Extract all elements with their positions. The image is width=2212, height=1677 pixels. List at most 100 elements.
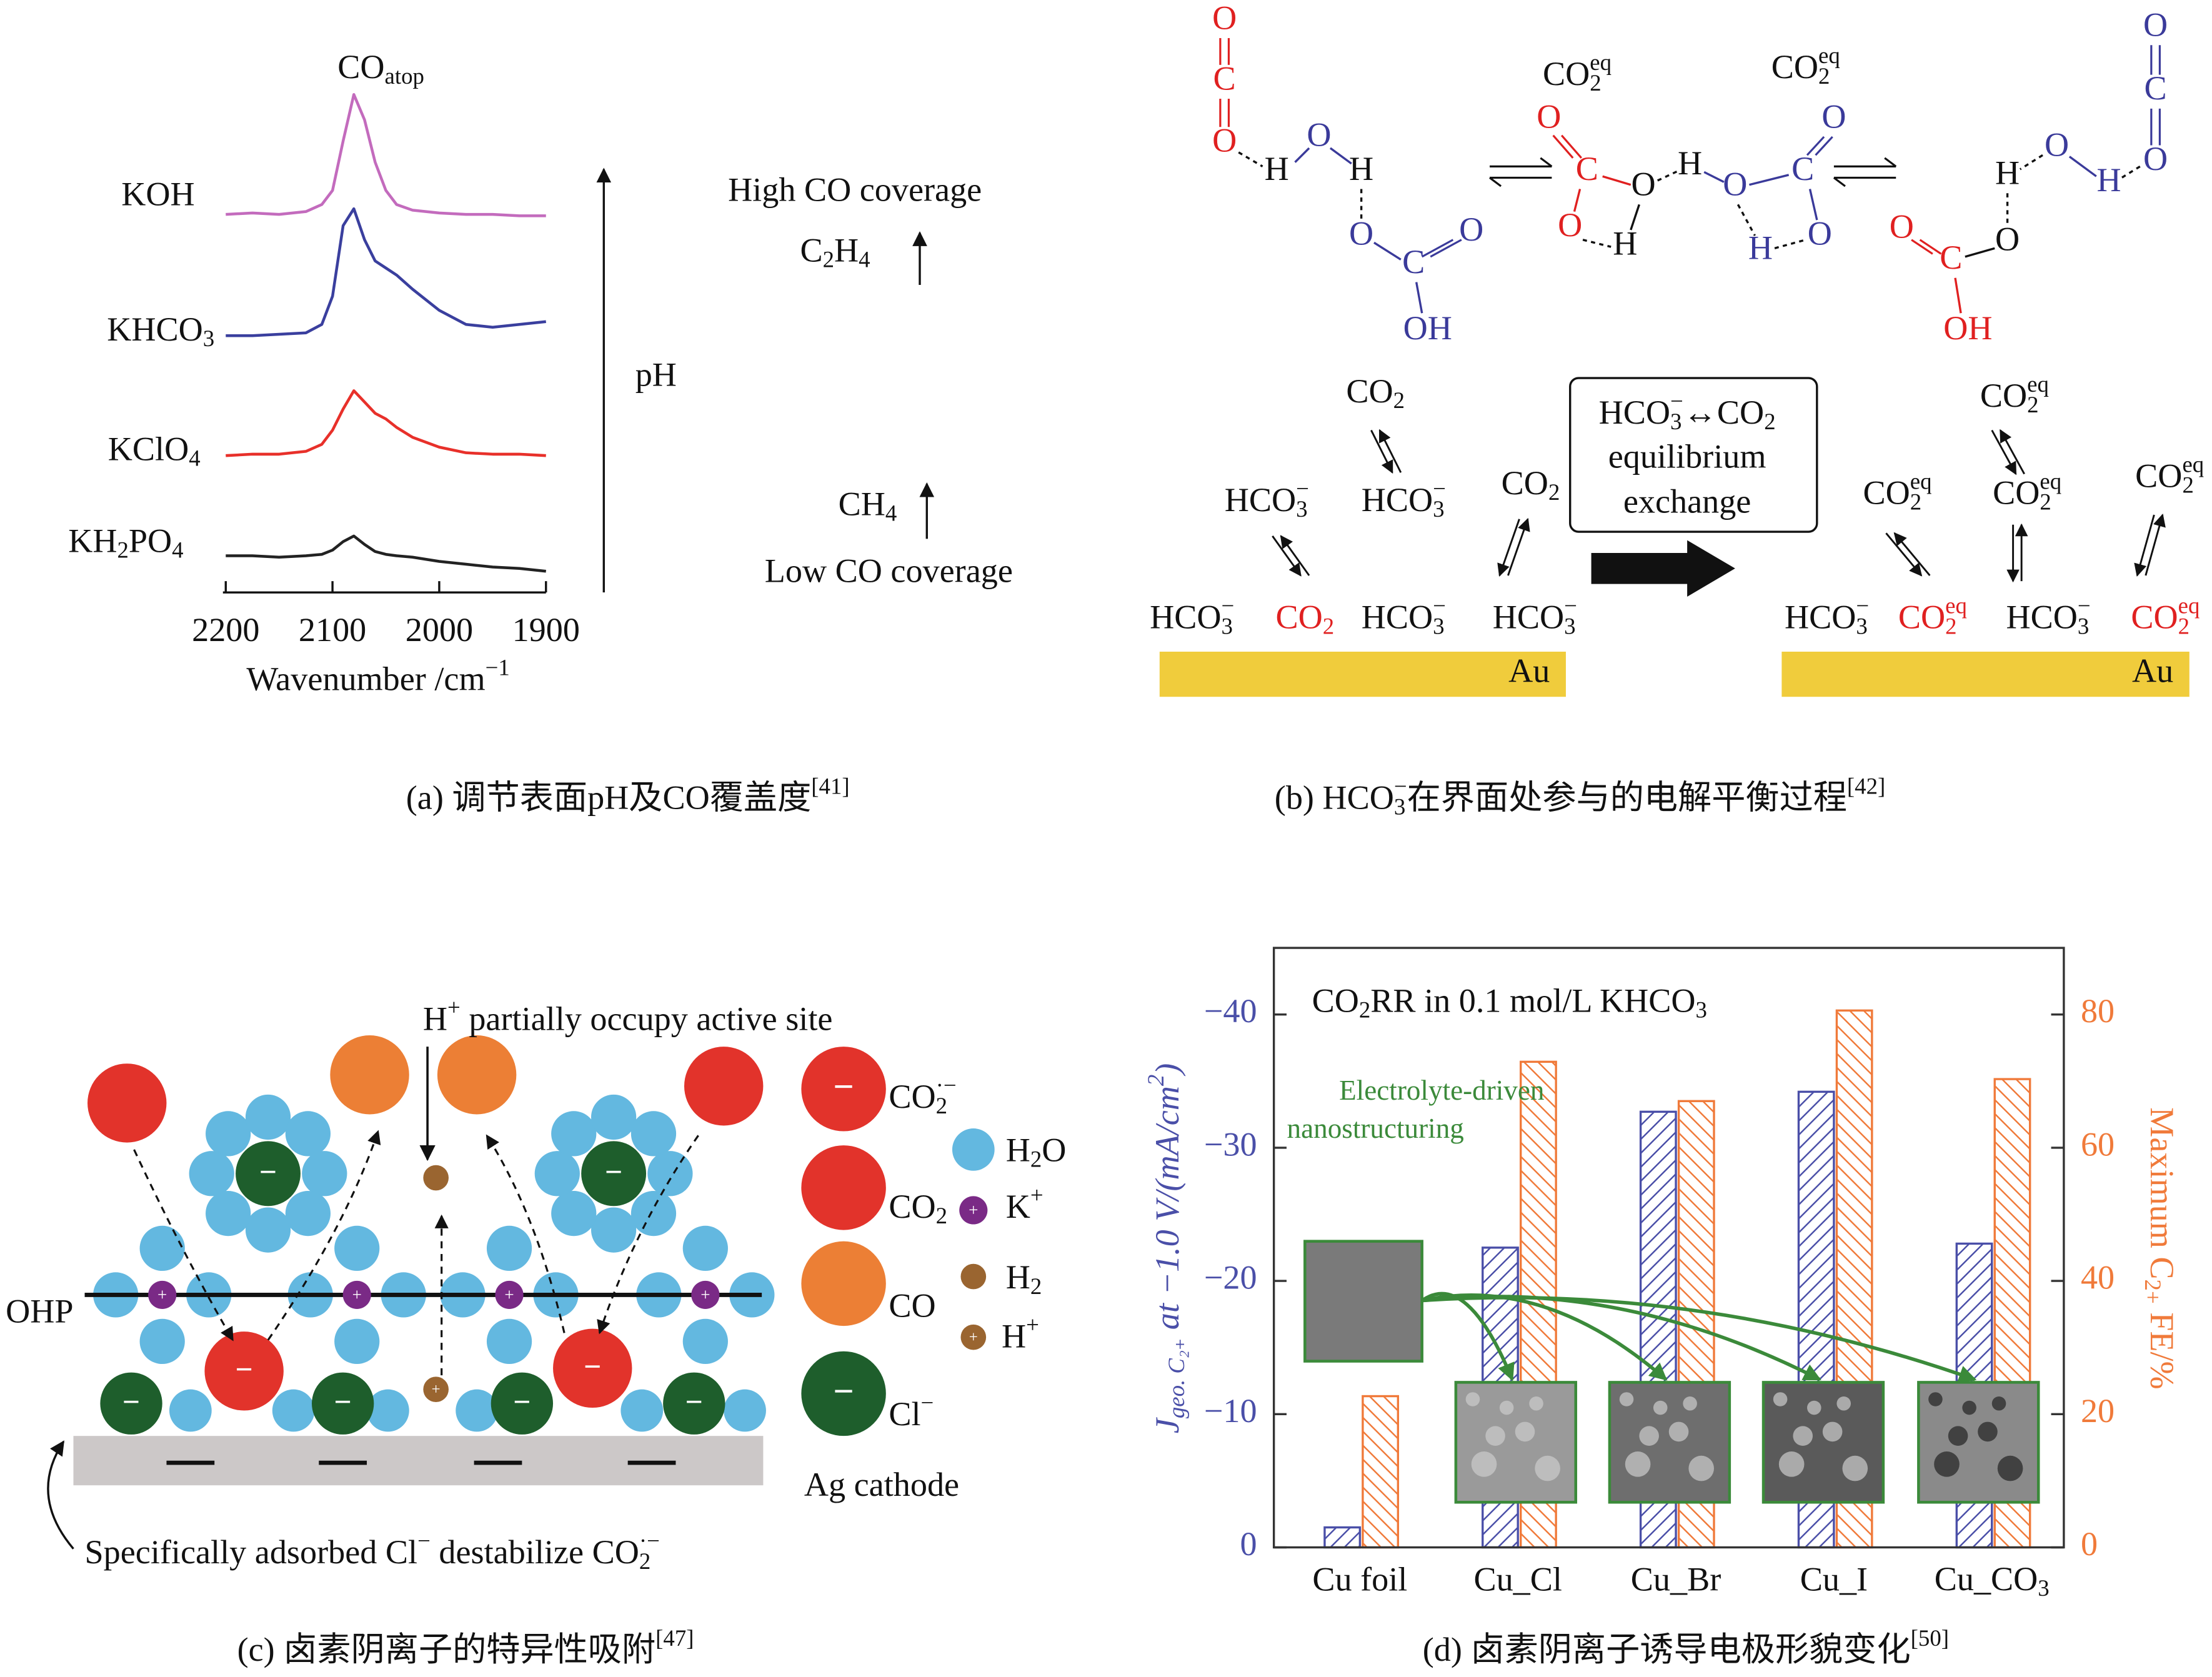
x-tick-label: Cu foil (1312, 1560, 1407, 1598)
x-tick-label: 2200 (192, 611, 259, 649)
sem-texture (1978, 1421, 1998, 1442)
water (206, 1191, 251, 1237)
line (1602, 175, 1632, 186)
dashed-arrow (133, 1149, 234, 1341)
y2-tick-label: 20 (2081, 1392, 2115, 1430)
box-text: equilibrium (1608, 437, 1766, 475)
supscript: + (1030, 1182, 1044, 1208)
sem-texture (1639, 1426, 1659, 1446)
text-run: H (1006, 1132, 1030, 1169)
co2-radical (204, 1331, 284, 1411)
supscript: − (1670, 388, 1683, 414)
x-tick-label: 2000 (406, 611, 473, 649)
legend-swatch (801, 1047, 886, 1132)
sign: + (432, 1381, 441, 1398)
sem-texture (1471, 1451, 1497, 1477)
line (1421, 239, 1454, 258)
subscript: 2 (1030, 1273, 1042, 1299)
legend-label: H+ (1002, 1312, 1039, 1355)
electrode (1781, 651, 2190, 697)
line (1806, 136, 1825, 156)
x-tick-label: 2100 (299, 611, 366, 649)
species-label: HCO3− (1150, 593, 1234, 639)
peak-label: COatop (337, 48, 424, 89)
supscript: 2 (1143, 1075, 1168, 1086)
atom-label: C (1791, 150, 1814, 187)
sem-texture (1619, 1392, 1634, 1406)
line (1911, 239, 1933, 255)
sign: − (259, 1155, 277, 1189)
supscript: eq (1945, 593, 1967, 619)
text-run: (a) 调节表面pH及CO覆盖度 (406, 779, 812, 817)
text-run: Maximum C (2143, 1107, 2181, 1279)
y-tick-label: −10 (1204, 1392, 1257, 1430)
line (1999, 429, 2025, 475)
supscript: − (1433, 593, 1446, 619)
text-run: CO (1502, 464, 1548, 502)
x-tick-label: Cu_Br (1631, 1560, 1721, 1598)
line (1497, 519, 1520, 577)
annotation: Low CO coverage (765, 552, 1013, 589)
text-run: CO (1898, 599, 1945, 636)
supscript: − (921, 1390, 934, 1415)
annotation: nanostructuring (1287, 1113, 1464, 1144)
y-axis-label: Jgeo. C₂₊ at −1.0 V/(mA/cm2) (1143, 1063, 1189, 1434)
water (551, 1111, 597, 1157)
sem-texture (1465, 1392, 1480, 1406)
sign: + (969, 1200, 978, 1219)
subscript: 3 (1670, 409, 1681, 434)
supscript: eq (2027, 371, 2049, 397)
sem-texture (1778, 1451, 1805, 1477)
ph-label: pH (635, 356, 677, 393)
supscript: − (2078, 593, 2091, 619)
text-run: CO (1346, 373, 1393, 411)
text-run: HCO (1225, 481, 1296, 519)
species-label: CO2 (1346, 373, 1405, 414)
atom-label: H (1995, 154, 2020, 192)
caption: (b) HCO3−在界面处参与的电解平衡过程[42] (1275, 773, 1885, 819)
species-label: CO2eq (1771, 42, 1840, 89)
text-run: HCO (1150, 599, 1221, 636)
subscript: 2 (1548, 479, 1560, 505)
sem-texture (1962, 1400, 1976, 1415)
supscript: [50] (1911, 1625, 1949, 1651)
atom-label: H (1613, 225, 1637, 262)
series-label: KClO4 (108, 430, 201, 471)
subscript: 3 (1433, 496, 1444, 522)
hydrogen (423, 1165, 449, 1191)
water (302, 1151, 347, 1197)
supscript: − (1296, 475, 1309, 501)
subscript: 2+ (2140, 1280, 2166, 1304)
x-tick-label: Cu_CO3 (1935, 1560, 2050, 1601)
y2-axis-label: Maximum C2+ FE/% (2140, 1107, 2181, 1390)
sign: − (334, 1385, 352, 1419)
potassium (148, 1280, 177, 1310)
text-run: HCO (1362, 599, 1433, 636)
water (367, 1389, 409, 1432)
species-label: HCO3− (1493, 593, 1577, 639)
subscript: 2 (2027, 392, 2038, 417)
subscript: 3 (203, 326, 214, 351)
line (1507, 517, 1530, 576)
text-run: PO (129, 522, 172, 560)
dashed-arrow (267, 1130, 381, 1341)
text-run: CO (889, 1188, 935, 1225)
spectrum-line (226, 207, 546, 337)
spectrum-line (226, 92, 546, 217)
sign: − (833, 1371, 854, 1411)
supscript: eq (1910, 469, 1932, 494)
caption: (a) 调节表面pH及CO覆盖度[41] (406, 773, 850, 816)
water (139, 1318, 185, 1365)
legend-label: Cl− (889, 1390, 934, 1433)
text-run: Cu_CO (1935, 1560, 2038, 1598)
atom-label: C (2145, 69, 2167, 107)
supscript: [42] (1847, 773, 1885, 799)
line (1430, 239, 1462, 258)
line (1294, 147, 1310, 163)
chloride (236, 1141, 301, 1207)
annotation: C2H4 (800, 232, 870, 272)
sem-texture (1515, 1421, 1535, 1442)
co2 (87, 1063, 167, 1143)
subscript: 2 (2182, 472, 2193, 498)
dashed-arrow (597, 1135, 699, 1335)
